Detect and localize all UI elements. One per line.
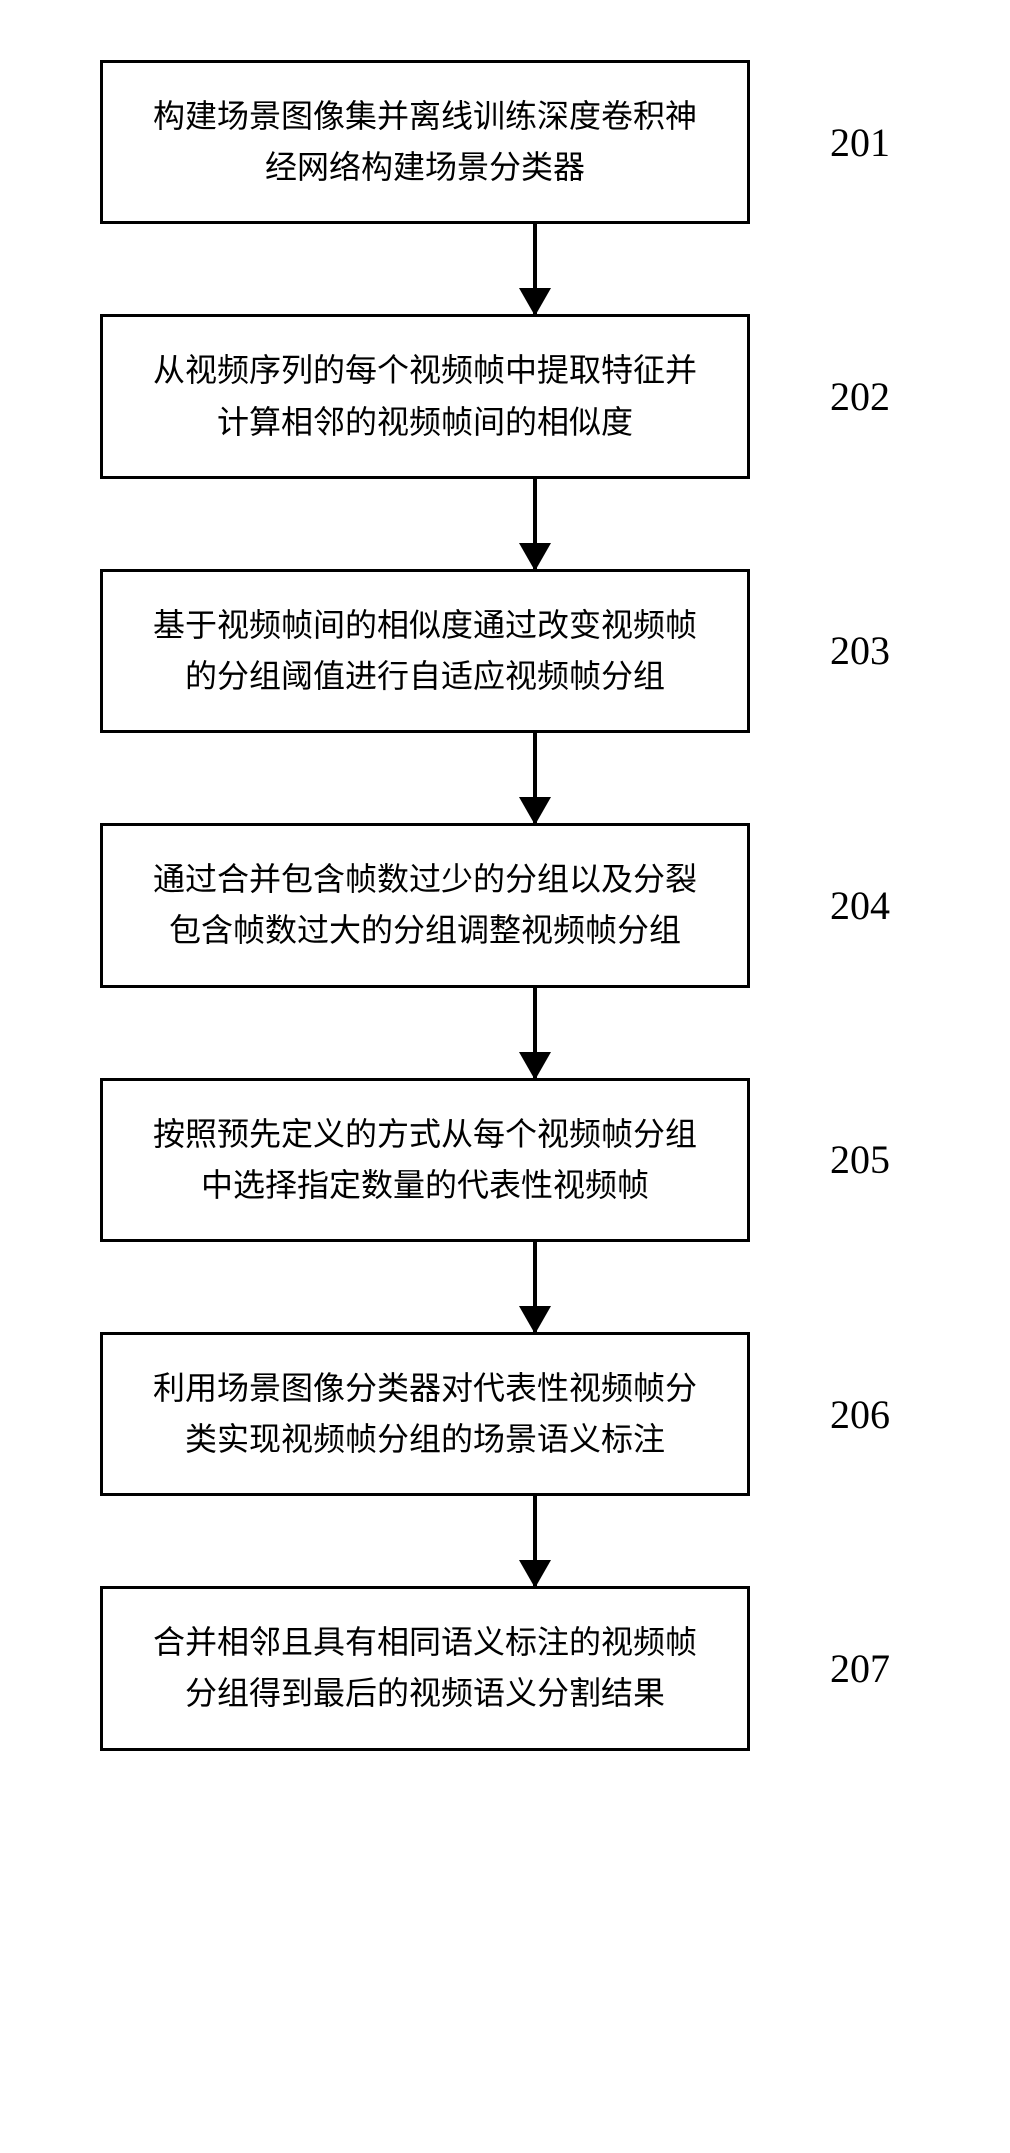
step-text-line1: 通过合并包含帧数过少的分组以及分裂: [153, 861, 697, 897]
step-row: 基于视频帧间的相似度通过改变视频帧 的分组阈值进行自适应视频帧分组 203: [40, 569, 970, 733]
arrow-icon: [533, 1242, 537, 1332]
arrow-container: [210, 1496, 860, 1586]
arrow-container: [210, 224, 860, 314]
step-text-line1: 利用场景图像分类器对代表性视频帧分: [153, 1370, 697, 1406]
step-label: 205: [830, 1136, 890, 1183]
step-label: 204: [830, 882, 890, 929]
step-box-201: 构建场景图像集并离线训练深度卷积神 经网络构建场景分类器: [100, 60, 750, 224]
step-label: 203: [830, 627, 890, 674]
arrow-icon: [533, 733, 537, 823]
step-label: 201: [830, 119, 890, 166]
step-text-line2: 中选择指定数量的代表性视频帧: [201, 1167, 649, 1203]
step-box-204: 通过合并包含帧数过少的分组以及分裂 包含帧数过大的分组调整视频帧分组: [100, 823, 750, 987]
step-text-line2: 分组得到最后的视频语义分割结果: [185, 1675, 665, 1711]
step-text-line1: 构建场景图像集并离线训练深度卷积神: [153, 98, 697, 134]
arrow-icon: [533, 1496, 537, 1586]
step-label: 207: [830, 1645, 890, 1692]
arrow-container: [210, 733, 860, 823]
step-label: 202: [830, 373, 890, 420]
step-box-202: 从视频序列的每个视频帧中提取特征并 计算相邻的视频帧间的相似度: [100, 314, 750, 478]
step-box-207: 合并相邻且具有相同语义标注的视频帧 分组得到最后的视频语义分割结果: [100, 1586, 750, 1750]
step-text-line2: 经网络构建场景分类器: [265, 149, 585, 185]
step-label: 206: [830, 1391, 890, 1438]
step-text-line1: 按照预先定义的方式从每个视频帧分组: [153, 1116, 697, 1152]
arrow-icon: [533, 479, 537, 569]
arrow-container: [210, 479, 860, 569]
step-box-205: 按照预先定义的方式从每个视频帧分组 中选择指定数量的代表性视频帧: [100, 1078, 750, 1242]
step-text-line2: 计算相邻的视频帧间的相似度: [217, 404, 633, 440]
step-text-line2: 包含帧数过大的分组调整视频帧分组: [169, 912, 681, 948]
arrow-container: [210, 1242, 860, 1332]
step-row: 从视频序列的每个视频帧中提取特征并 计算相邻的视频帧间的相似度 202: [40, 314, 970, 478]
arrow-container: [210, 988, 860, 1078]
step-box-206: 利用场景图像分类器对代表性视频帧分 类实现视频帧分组的场景语义标注: [100, 1332, 750, 1496]
step-row: 利用场景图像分类器对代表性视频帧分 类实现视频帧分组的场景语义标注 206: [40, 1332, 970, 1496]
arrow-icon: [533, 224, 537, 314]
arrow-icon: [533, 988, 537, 1078]
step-text-line2: 的分组阈值进行自适应视频帧分组: [185, 658, 665, 694]
step-text-line1: 基于视频帧间的相似度通过改变视频帧: [153, 607, 697, 643]
step-row: 构建场景图像集并离线训练深度卷积神 经网络构建场景分类器 201: [40, 60, 970, 224]
step-row: 合并相邻且具有相同语义标注的视频帧 分组得到最后的视频语义分割结果 207: [40, 1586, 970, 1750]
step-row: 按照预先定义的方式从每个视频帧分组 中选择指定数量的代表性视频帧 205: [40, 1078, 970, 1242]
step-row: 通过合并包含帧数过少的分组以及分裂 包含帧数过大的分组调整视频帧分组 204: [40, 823, 970, 987]
step-box-203: 基于视频帧间的相似度通过改变视频帧 的分组阈值进行自适应视频帧分组: [100, 569, 750, 733]
step-text-line1: 从视频序列的每个视频帧中提取特征并: [153, 352, 697, 388]
step-text-line1: 合并相邻且具有相同语义标注的视频帧: [153, 1624, 697, 1660]
step-text-line2: 类实现视频帧分组的场景语义标注: [185, 1421, 665, 1457]
flowchart-container: 构建场景图像集并离线训练深度卷积神 经网络构建场景分类器 201 从视频序列的每…: [40, 60, 970, 1751]
